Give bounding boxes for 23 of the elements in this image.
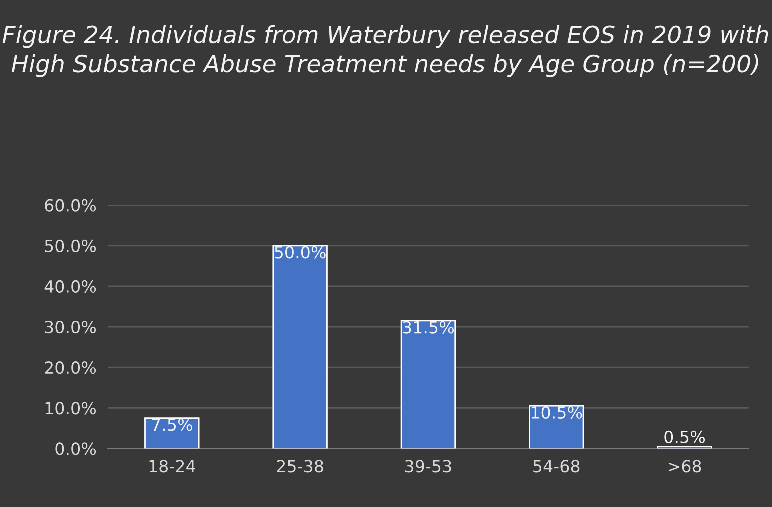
y-tick-label: 10.0% [46,402,96,415]
bar [400,320,456,449]
data-label: 0.5% [664,430,706,444]
bar [272,245,328,449]
y-tick-label: 20.0% [45,362,96,374]
x-tick-label: 25-38 [277,460,324,473]
data-label: 7.5% [152,418,192,432]
y-tick-label: 50.0% [45,240,96,252]
x-tick-label: >68 [668,460,702,473]
y-tick-label: 30.0% [45,320,96,334]
data-label: 10.5% [532,406,582,420]
bar [657,446,712,449]
x-tick-label: 39-53 [406,460,452,473]
chart-title: Figure 24. Individuals from Waterbury released EOS in 2019 with High Substance Abuse Treatment needs by Age Group (n=200) [2,25,768,78]
bar [144,418,200,449]
bar [529,405,584,449]
data-label: 31.5% [403,321,454,334]
y-tick-label: 40.0% [44,280,96,294]
y-tick-label: 60.0% [45,199,96,212]
x-tick-label: 18-24 [150,460,196,473]
y-tick-label: 0.0% [56,442,96,456]
x-tick-label: 54-68 [534,460,580,473]
data-label: 50.0% [275,246,326,259]
